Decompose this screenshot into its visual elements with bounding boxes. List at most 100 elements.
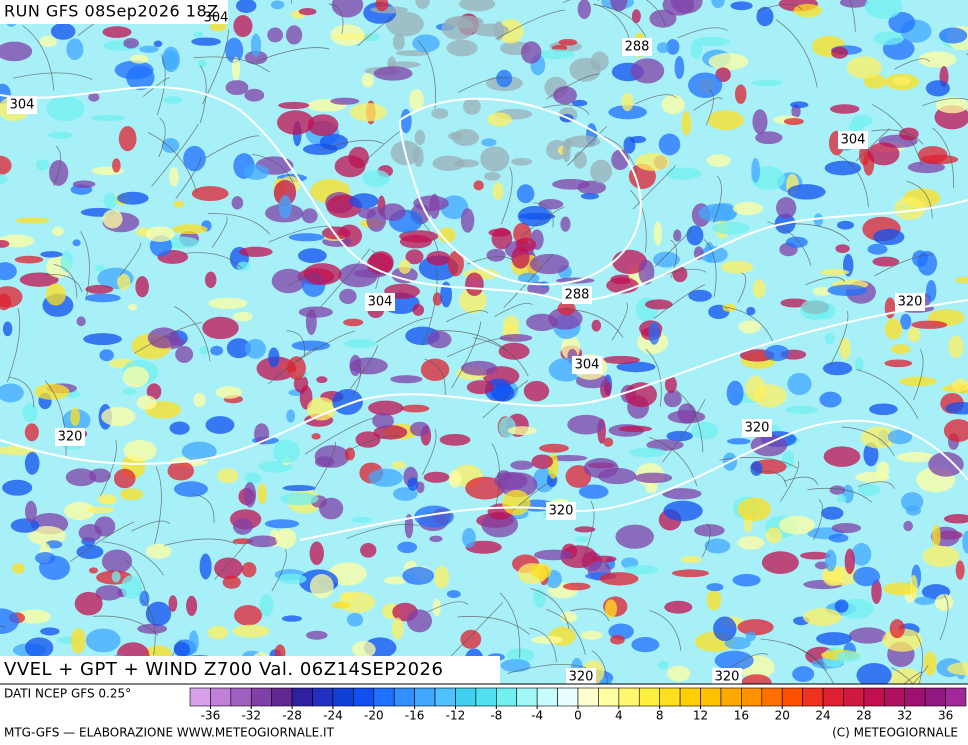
field-patch xyxy=(644,299,673,310)
field-patch xyxy=(664,375,677,394)
field-patch xyxy=(465,272,484,297)
field-patch xyxy=(907,327,921,343)
contour-label-box xyxy=(7,96,37,114)
field-patch xyxy=(272,439,300,464)
field-patch xyxy=(519,212,556,220)
field-patch xyxy=(837,220,855,230)
field-patch xyxy=(783,118,804,126)
field-patch xyxy=(257,483,267,505)
field-patch xyxy=(243,164,270,180)
field-patch xyxy=(603,437,614,447)
field-patch xyxy=(90,114,126,122)
field-patch xyxy=(420,358,450,381)
field-patch xyxy=(699,246,728,263)
field-patch xyxy=(462,527,476,548)
streamline xyxy=(670,239,678,279)
field-patch xyxy=(610,0,628,12)
field-patch xyxy=(531,635,563,644)
field-patch xyxy=(577,180,607,195)
field-patch xyxy=(693,36,730,47)
streamline xyxy=(53,263,78,299)
field-patch xyxy=(466,380,494,395)
field-patch xyxy=(785,405,819,414)
field-patch xyxy=(922,545,960,567)
contour-label: 304 xyxy=(368,295,393,310)
field-patch xyxy=(787,372,812,396)
field-patch xyxy=(487,112,512,127)
field-patch xyxy=(113,468,136,489)
field-patch xyxy=(653,251,680,268)
color-swatch xyxy=(700,687,722,707)
streamline xyxy=(649,610,682,651)
streamline xyxy=(932,127,954,189)
field-patch xyxy=(65,468,97,487)
contour-label-box xyxy=(622,38,652,56)
field-patch xyxy=(666,430,693,442)
field-patch xyxy=(560,611,578,623)
color-swatch xyxy=(577,687,599,707)
field-patch xyxy=(78,524,102,542)
streamline xyxy=(653,284,706,319)
field-patch xyxy=(278,195,292,219)
streamline xyxy=(713,175,722,223)
field-patch xyxy=(168,595,178,612)
field-patch xyxy=(380,203,406,222)
field-patch xyxy=(209,22,227,32)
field-patch xyxy=(486,248,506,262)
field-patch xyxy=(834,599,849,613)
field-patch xyxy=(919,154,959,165)
streamline xyxy=(158,117,166,158)
field-patch xyxy=(785,236,808,248)
field-patch xyxy=(397,541,418,554)
field-patch xyxy=(947,662,968,676)
field-patch xyxy=(447,250,464,277)
field-patch xyxy=(372,412,394,429)
color-swatch xyxy=(475,687,497,707)
field-patch xyxy=(752,109,768,135)
field-patch xyxy=(562,582,591,591)
field-patch xyxy=(943,419,968,443)
contour-label-box xyxy=(546,502,576,520)
field-patch xyxy=(414,505,454,528)
field-patch xyxy=(707,110,744,131)
field-patch xyxy=(592,555,617,563)
field-patch xyxy=(819,391,842,408)
field-patch xyxy=(824,160,862,176)
tick-label: 28 xyxy=(856,709,871,723)
field-patch xyxy=(628,447,666,458)
streamline xyxy=(207,213,271,235)
streamline xyxy=(175,157,202,199)
field-patch xyxy=(820,269,850,276)
field-patch xyxy=(390,375,423,384)
streamline xyxy=(268,346,318,385)
field-patch xyxy=(426,251,451,266)
field-patch xyxy=(282,485,316,492)
field-patch xyxy=(147,327,180,349)
field-patch xyxy=(331,0,364,18)
field-patch xyxy=(511,157,533,166)
field-patch xyxy=(615,524,654,549)
streamline xyxy=(841,426,895,456)
field-patch xyxy=(50,23,76,40)
field-patch xyxy=(892,76,911,86)
tick-label: -20 xyxy=(364,709,384,723)
field-patch xyxy=(792,666,815,683)
color-swatch xyxy=(393,687,415,707)
field-patch xyxy=(135,276,149,298)
field-patch xyxy=(130,54,149,64)
color-swatch xyxy=(741,687,763,707)
tick-label: -8 xyxy=(490,709,502,723)
field-patch xyxy=(491,384,515,402)
streamline xyxy=(304,417,375,455)
streamline xyxy=(767,221,812,266)
color-swatch xyxy=(536,687,558,707)
field-patch xyxy=(243,482,257,508)
field-patch xyxy=(883,582,917,596)
field-patch xyxy=(136,395,157,410)
color-swatch xyxy=(781,687,803,707)
field-patch xyxy=(591,319,602,332)
field-patch xyxy=(161,50,179,70)
field-patch xyxy=(706,154,731,167)
streamline xyxy=(939,594,949,641)
field-patch xyxy=(285,25,303,45)
